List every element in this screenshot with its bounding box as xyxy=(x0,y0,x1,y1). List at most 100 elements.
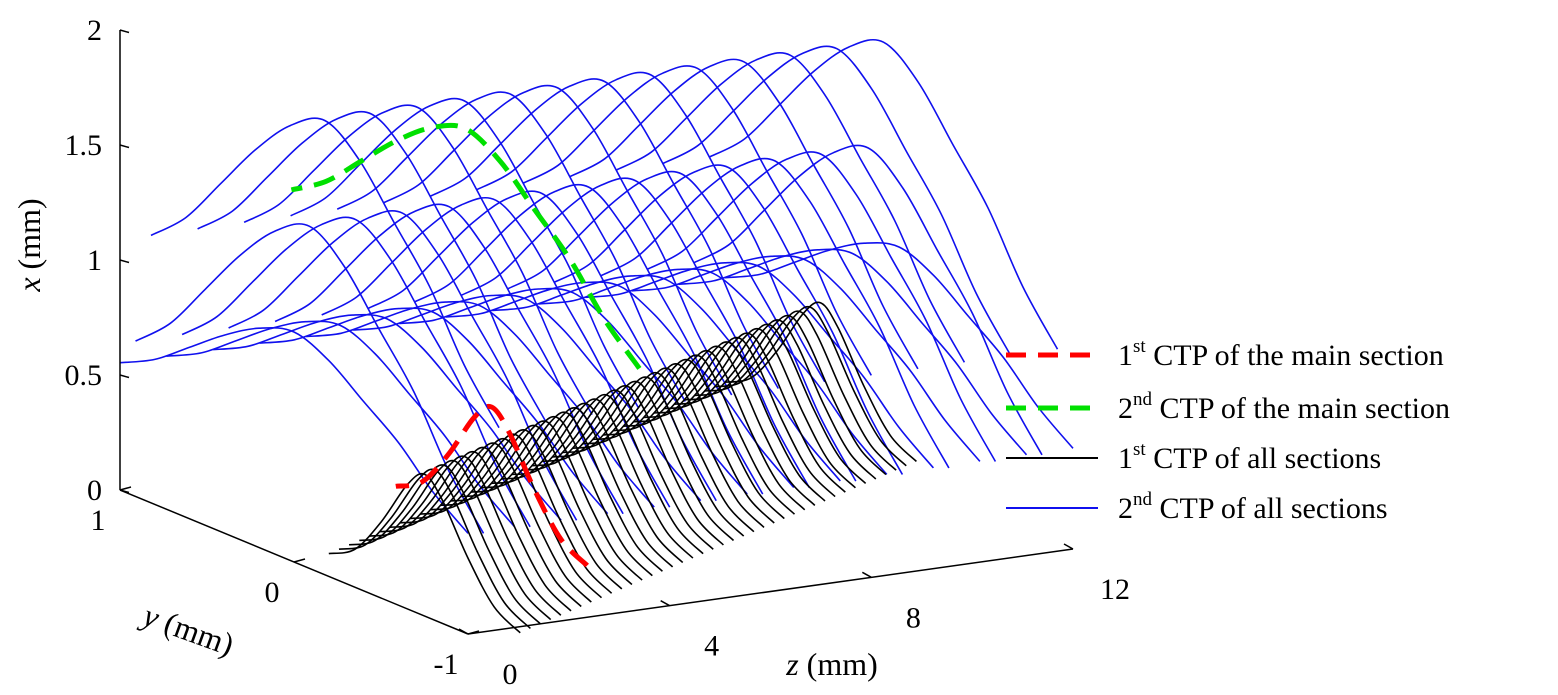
legend-label-3: 2nd CTP of all sections xyxy=(1118,489,1388,525)
series-2nd-all-curve-29 xyxy=(569,58,919,370)
series-1st-all-curve-22 xyxy=(552,376,745,537)
series-1st-main-curve xyxy=(395,403,589,568)
x-tick-mark-3 xyxy=(119,144,130,149)
x-tick-label-0: 0 xyxy=(87,474,102,507)
series-1st-all-curve-38 xyxy=(714,305,907,467)
series-1st-all-curve-34 xyxy=(674,323,867,484)
series-1st-all-curve-32 xyxy=(653,332,846,493)
series-2nd-all-curve-4 xyxy=(181,216,531,528)
series-1st-all-curve-31 xyxy=(643,336,836,498)
series-1st-all-curve-35 xyxy=(684,319,877,480)
z-tick-mark-3 xyxy=(1063,543,1074,550)
series-1st-all-curve-10 xyxy=(430,429,623,590)
series-2nd-all-curve-31 xyxy=(600,157,950,469)
y-tick-label-0: 1 xyxy=(91,504,106,537)
series-2nd-all-curve-22 xyxy=(460,177,810,488)
series-2nd-all-curve-33 xyxy=(631,255,981,462)
series-1st-all-curve-15 xyxy=(481,407,674,568)
series-1st-all-curve-13 xyxy=(460,415,653,577)
series-2nd-all-curve-7 xyxy=(228,210,578,521)
series-2nd-all-curve-30 xyxy=(585,261,935,469)
x-tick-mark-4 xyxy=(119,29,130,34)
series-2nd-all-curve-32 xyxy=(616,52,966,363)
series-2nd-all-curve-26 xyxy=(522,65,873,376)
series-1st-all-curve-17 xyxy=(501,398,694,559)
series-2nd-all-curve-18 xyxy=(399,287,748,495)
series-2nd-all-curve-2 xyxy=(150,117,500,429)
series-1st-all-curve-30 xyxy=(633,341,826,502)
series-1st-all-curve-0 xyxy=(328,472,521,634)
series-1st-all-curve-11 xyxy=(440,424,633,586)
series-1st-all-curve-19 xyxy=(521,389,714,550)
y-tick-mark-1 xyxy=(293,558,306,563)
series-2nd-all-curve-1 xyxy=(135,223,485,534)
series-1st-all-curve-3 xyxy=(359,459,552,621)
series-1st-all-curve-4 xyxy=(369,455,562,616)
series-1st-all-curve-27 xyxy=(602,354,796,515)
series-1st-all-curve-7 xyxy=(399,442,592,603)
series-1st-all-curve-20 xyxy=(531,385,724,546)
series-2nd-all-curve-14 xyxy=(336,91,686,402)
curves-layer xyxy=(119,38,1074,634)
series-2nd-all-curve-20 xyxy=(429,78,780,389)
series-2nd-all-curve-28 xyxy=(554,164,904,475)
series-2nd-all-curve-17 xyxy=(383,84,733,396)
x-tick-mark-1 xyxy=(119,374,130,379)
z-tick-label-1: 4 xyxy=(704,630,719,663)
series-1st-all-curve-21 xyxy=(541,380,735,542)
series-2nd-all-curve-5 xyxy=(197,110,547,422)
legend: 1st CTP of the main section 2nd CTP of th… xyxy=(1006,336,1450,525)
series-1st-all-curve-6 xyxy=(389,446,582,608)
x-tick-mark-2 xyxy=(119,259,130,264)
series-1st-all-curve-24 xyxy=(572,367,765,528)
series-1st-all-curve-36 xyxy=(694,314,887,476)
series-1st-all-curve-14 xyxy=(470,411,663,572)
series-1st-all-curve-12 xyxy=(450,420,643,581)
series-2nd-all-curve-25 xyxy=(507,170,857,482)
series-2nd-all-curve-6 xyxy=(213,313,562,521)
z-axis-line xyxy=(467,548,1074,635)
series-2nd-all-curve-10 xyxy=(274,203,624,515)
series-2nd-all-curve-13 xyxy=(321,196,671,508)
series-2nd-all-curve-21 xyxy=(445,281,795,489)
series-1st-all-curve-8 xyxy=(409,437,603,599)
series-2nd-all-curve-37 xyxy=(693,144,1043,456)
z-tick-mark-0 xyxy=(458,628,469,635)
z-tick-mark-2 xyxy=(861,571,872,578)
z-tick-label-3: 12 xyxy=(1100,573,1130,606)
x-tick-label-1: 0.5 xyxy=(65,359,103,392)
series-1st-all-curve-26 xyxy=(592,358,785,520)
series-2nd-main-curve xyxy=(290,122,642,370)
z-tick-mark-1 xyxy=(660,600,671,607)
x-tick-label-3: 1.5 xyxy=(65,129,103,162)
series-1st-all-curve-5 xyxy=(379,450,572,612)
series-1st-all-curve-2 xyxy=(348,464,542,625)
series-2nd-all-curve-8 xyxy=(243,104,593,415)
x-tick-label-4: 2 xyxy=(87,14,102,47)
x-tick-label-2: 1 xyxy=(87,244,102,277)
series-2nd-all-curve-34 xyxy=(647,151,997,462)
series-1st-all-curve-18 xyxy=(511,393,704,555)
series-1st-all-curve-25 xyxy=(582,363,775,524)
series-1st-all-curve-33 xyxy=(663,327,856,489)
series-2nd-all-curve-0 xyxy=(119,326,469,534)
series-1st-all-curve-23 xyxy=(562,371,755,533)
series-2nd-all-curve-23 xyxy=(476,71,826,383)
series-1st-all-curve-28 xyxy=(613,349,806,511)
series-1st-all-curve-39 xyxy=(724,301,917,462)
y-tick-label-2: -1 xyxy=(434,648,459,681)
legend-label-0: 1st CTP of the main section xyxy=(1118,336,1444,372)
series-2nd-all-curve-35 xyxy=(662,45,1012,357)
y-tick-label-1: 0 xyxy=(265,576,280,609)
x-axis-label: x (mm) xyxy=(11,198,47,292)
y-tick-mark-0 xyxy=(119,486,132,491)
x-tick-mark-0 xyxy=(119,489,130,494)
series-2nd-all-curve-36 xyxy=(678,248,1028,456)
series-2nd-all-curve-38 xyxy=(709,38,1059,350)
z-axis-label: z (mm) xyxy=(785,646,878,682)
series-2nd-all-curve-24 xyxy=(492,274,841,482)
y-axis-label: y (mm) xyxy=(136,596,239,663)
y-tick-mark-2 xyxy=(467,630,480,635)
series-2nd-all-curve-3 xyxy=(166,320,516,528)
